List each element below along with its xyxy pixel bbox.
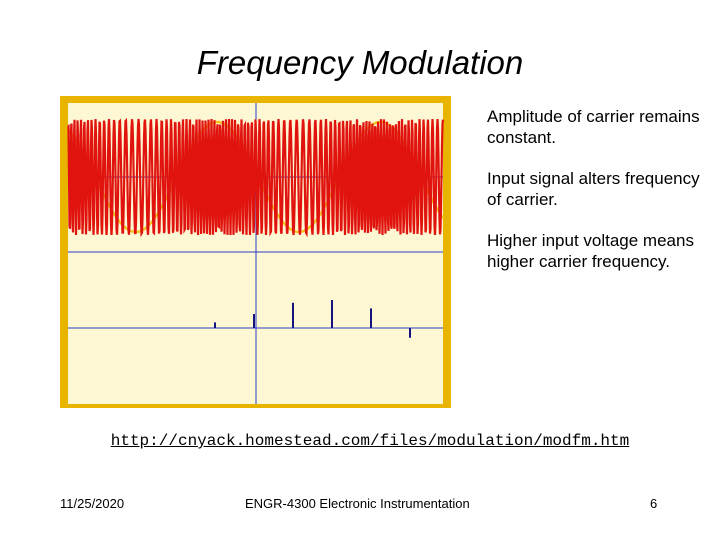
fm-chart [60, 96, 451, 408]
spectrum-lines [214, 300, 411, 338]
reference-link[interactable]: http://cnyack.homestead.com/files/modula… [110, 432, 630, 450]
slide-title: Frequency Modulation [196, 44, 524, 81]
fm-figure [60, 96, 451, 408]
bullet-list: Amplitude of carrier remains constant. I… [487, 106, 712, 292]
bullet-item: Higher input voltage means higher carrie… [487, 231, 694, 271]
footer-page-number: 6 [650, 496, 658, 511]
footer-course: ENGR-4300 Electronic Instrumentation [245, 496, 470, 511]
bullet-item: Amplitude of carrier remains constant. [487, 107, 700, 147]
bullet-item: Input signal alters frequency of carrier… [487, 169, 700, 209]
footer-date: 11/25/2020 [60, 496, 125, 511]
carrier-wave [67, 117, 445, 238]
